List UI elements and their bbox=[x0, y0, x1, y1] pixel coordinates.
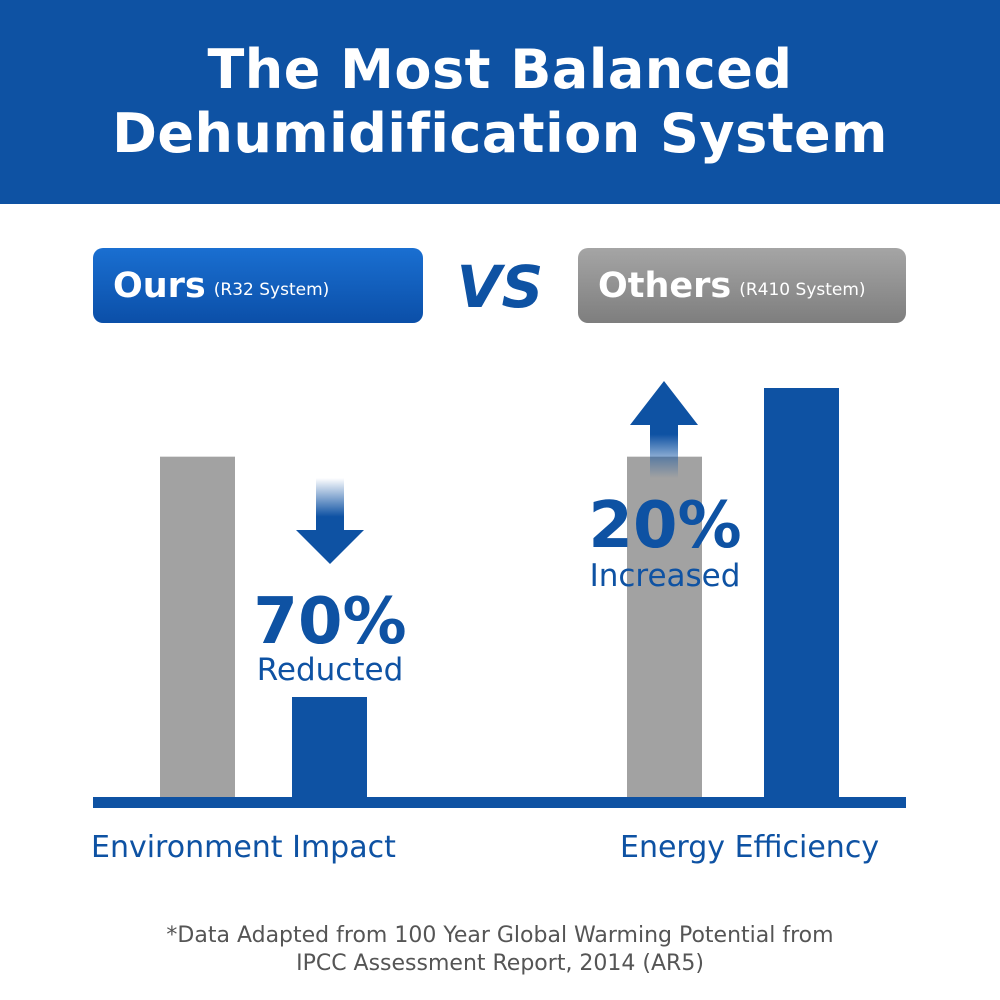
ours-pill: Ours (R32 System) bbox=[93, 248, 423, 323]
ours-label: Ours bbox=[113, 265, 206, 306]
vs-label: VS bbox=[456, 253, 544, 321]
footnote-line-1: *Data Adapted from 100 Year Global Warmi… bbox=[166, 923, 834, 948]
down-arrow-icon bbox=[296, 478, 364, 564]
footnote: *Data Adapted from 100 Year Global Warmi… bbox=[0, 922, 1000, 978]
others-sublabel: (R410 System) bbox=[739, 279, 866, 300]
bars-group bbox=[160, 388, 839, 800]
bar-energy-grey bbox=[627, 456, 702, 800]
bar-energy-blue bbox=[764, 388, 839, 800]
bar-environment-blue bbox=[292, 697, 367, 800]
header-banner: The Most Balanced Dehumidification Syste… bbox=[0, 0, 1000, 204]
energy-percent: 20% bbox=[588, 489, 742, 563]
bar-environment-grey bbox=[160, 456, 235, 800]
energy-word: Increased bbox=[589, 558, 741, 594]
footnote-line-2: IPCC Assessment Report, 2014 (AR5) bbox=[296, 951, 704, 976]
env-percent: 70% bbox=[253, 585, 407, 659]
up-arrow-icon bbox=[630, 381, 698, 478]
ours-sublabel: (R32 System) bbox=[213, 279, 330, 300]
title-line-1: The Most Balanced bbox=[207, 38, 793, 101]
category-label-energy: Energy Efficiency bbox=[620, 830, 880, 865]
title-line-2: Dehumidification System bbox=[112, 102, 888, 165]
others-label: Others bbox=[598, 265, 732, 306]
env-word: Reducted bbox=[256, 652, 404, 688]
others-pill: Others (R410 System) bbox=[578, 248, 906, 323]
category-label-environment: Environment Impact bbox=[91, 830, 396, 865]
baseline bbox=[93, 797, 906, 808]
